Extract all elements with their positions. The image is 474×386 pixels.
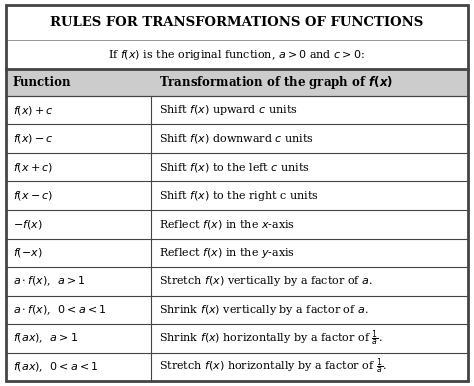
Text: Shrink $f(x)$ horizontally by a factor of $\frac{1}{a}$.: Shrink $f(x)$ horizontally by a factor o… [158, 328, 382, 349]
Bar [6, 69, 468, 96]
Text: Function: Function [13, 76, 71, 89]
Text: $f(ax)$,  $0 < a < 1$: $f(ax)$, $0 < a < 1$ [13, 360, 99, 374]
Bar [6, 324, 468, 353]
Text: RULES FOR TRANSFORMATIONS OF FUNCTIONS: RULES FOR TRANSFORMATIONS OF FUNCTIONS [50, 16, 424, 29]
Text: $f(-x)$: $f(-x)$ [13, 246, 42, 259]
Text: Reflect $f(x)$ in the $x$-axis: Reflect $f(x)$ in the $x$-axis [158, 218, 295, 231]
Bar [6, 239, 468, 267]
Text: $f(x-c)$: $f(x-c)$ [13, 189, 53, 202]
Text: Stretch $f(x)$ vertically by a factor of $a$.: Stretch $f(x)$ vertically by a factor of… [158, 274, 373, 288]
Bar [6, 267, 468, 296]
Text: $f(x+c)$: $f(x+c)$ [13, 161, 53, 174]
Text: $f(x)-c$: $f(x)-c$ [13, 132, 54, 145]
Text: Transformation of the graph of $\boldsymbol{f(x)}$: Transformation of the graph of $\boldsym… [158, 74, 392, 91]
Bar [6, 296, 468, 324]
Text: Stretch $f(x)$ horizontally by a factor of $\frac{1}{a}$.: Stretch $f(x)$ horizontally by a factor … [158, 357, 386, 377]
Text: $f(x)+c$: $f(x)+c$ [13, 103, 54, 117]
Bar [6, 181, 468, 210]
Bar [6, 353, 468, 381]
Text: Reflect $f(x)$ in the $y$-axis: Reflect $f(x)$ in the $y$-axis [158, 246, 295, 260]
Text: Shift $f(x)$ upward $c$ units: Shift $f(x)$ upward $c$ units [158, 103, 297, 117]
Text: $-f(x)$: $-f(x)$ [13, 218, 42, 231]
Text: Shift $f(x)$ to the left $c$ units: Shift $f(x)$ to the left $c$ units [158, 161, 310, 174]
Bar [6, 153, 468, 181]
Bar [6, 124, 468, 153]
Text: $f(ax)$,  $a > 1$: $f(ax)$, $a > 1$ [13, 332, 78, 345]
Bar [6, 96, 468, 124]
Text: Shift $f(x)$ downward $c$ units: Shift $f(x)$ downward $c$ units [158, 132, 313, 145]
Text: Shift $f(x)$ to the right c units: Shift $f(x)$ to the right c units [158, 189, 319, 203]
Text: $a \cdot f(x)$,  $0 < a < 1$: $a \cdot f(x)$, $0 < a < 1$ [13, 303, 107, 317]
Text: Shrink $f(x)$ vertically by a factor of $a$.: Shrink $f(x)$ vertically by a factor of … [158, 303, 368, 317]
Text: $a \cdot f(x)$,  $a > 1$: $a \cdot f(x)$, $a > 1$ [13, 274, 86, 288]
Bar [6, 210, 468, 239]
Text: If $f(x)$ is the original function, $a > 0$ and $c > 0$:: If $f(x)$ is the original function, $a >… [109, 47, 365, 61]
